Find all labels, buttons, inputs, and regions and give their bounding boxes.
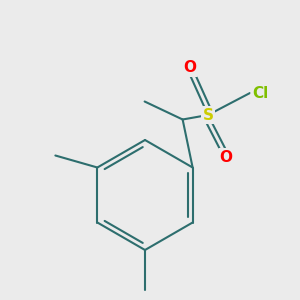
Text: Cl: Cl [252,85,268,100]
Text: S: S [202,107,214,122]
Text: O: O [184,61,196,76]
Text: O: O [220,149,232,164]
